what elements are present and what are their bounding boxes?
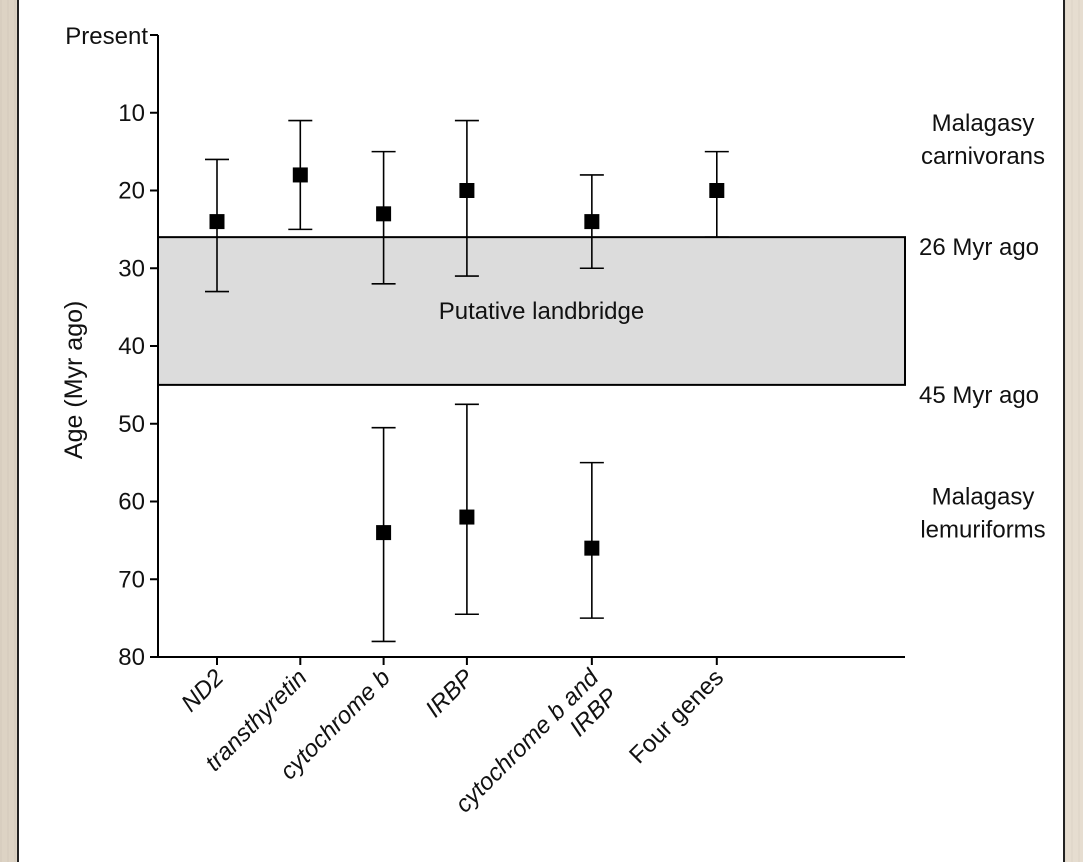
y-tick-label-50: 50 — [118, 411, 145, 438]
data-point-0-3 — [459, 183, 475, 198]
annotation-line: 26 Myr ago — [919, 234, 1039, 261]
annotation-1: 26 Myr ago — [919, 234, 1039, 261]
data-point-1-1 — [459, 509, 475, 525]
y-tick-label-10: 10 — [118, 100, 145, 127]
y-tick-label-30: 30 — [118, 255, 145, 282]
annotations: Malagasy carnivorans 26 Myr ago 45 Myr ago M… — [919, 110, 1046, 543]
chart: Putative landbridge Present Age (Myr ago… — [60, 23, 1046, 838]
y-axis-title: Age (Myr ago) — [60, 301, 88, 459]
chart-panel: Putative landbridge Present Age (Myr ago… — [17, 0, 1065, 862]
data-point-0-4 — [584, 214, 600, 230]
data-point-0-0 — [209, 214, 225, 230]
y-tick-label-40: 40 — [118, 333, 145, 360]
data-point-0-5 — [709, 183, 725, 198]
annotation-line: 45 Myr ago — [919, 382, 1039, 409]
annotation-line: lemuriforms — [920, 516, 1045, 543]
y-tick-label-70: 70 — [118, 566, 145, 593]
data-markers — [209, 167, 725, 556]
error-bars — [205, 119, 729, 643]
data-point-0-2 — [376, 206, 392, 222]
y-tick-label-60: 60 — [118, 489, 145, 516]
x-tick-label-0: ND2 — [176, 664, 229, 717]
y-axis-top-label: Present — [65, 23, 148, 50]
band-label: Putative landbridge — [439, 298, 644, 325]
annotation-line: carnivorans — [921, 143, 1045, 170]
annotation-0: Malagasy carnivorans — [921, 110, 1045, 170]
x-tick-label-line: ND2 — [176, 664, 229, 717]
x-tick-label-line: Four genes — [624, 664, 729, 769]
landbridge-band — [157, 236, 906, 386]
y-ticks: 10 20 30 40 50 60 70 80 — [118, 34, 158, 671]
x-tick-label-line: IRBP — [420, 664, 479, 723]
annotation-line: Malagasy — [932, 110, 1035, 137]
y-tick-label-20: 20 — [118, 178, 145, 205]
x-tick-label-5: Four genes — [624, 664, 729, 769]
x-tick-label-4: cytochrome b andIRBP — [450, 664, 624, 838]
annotation-3: Malagasy lemuriforms — [920, 483, 1045, 543]
y-tick-label-80: 80 — [118, 644, 145, 671]
x-tick-label-3: IRBP — [420, 664, 479, 723]
data-point-1-0 — [376, 525, 392, 541]
annotation-line: Malagasy — [932, 483, 1035, 510]
data-point-1-2 — [584, 540, 600, 556]
annotation-2: 45 Myr ago — [919, 382, 1039, 409]
data-point-0-1 — [292, 167, 308, 183]
